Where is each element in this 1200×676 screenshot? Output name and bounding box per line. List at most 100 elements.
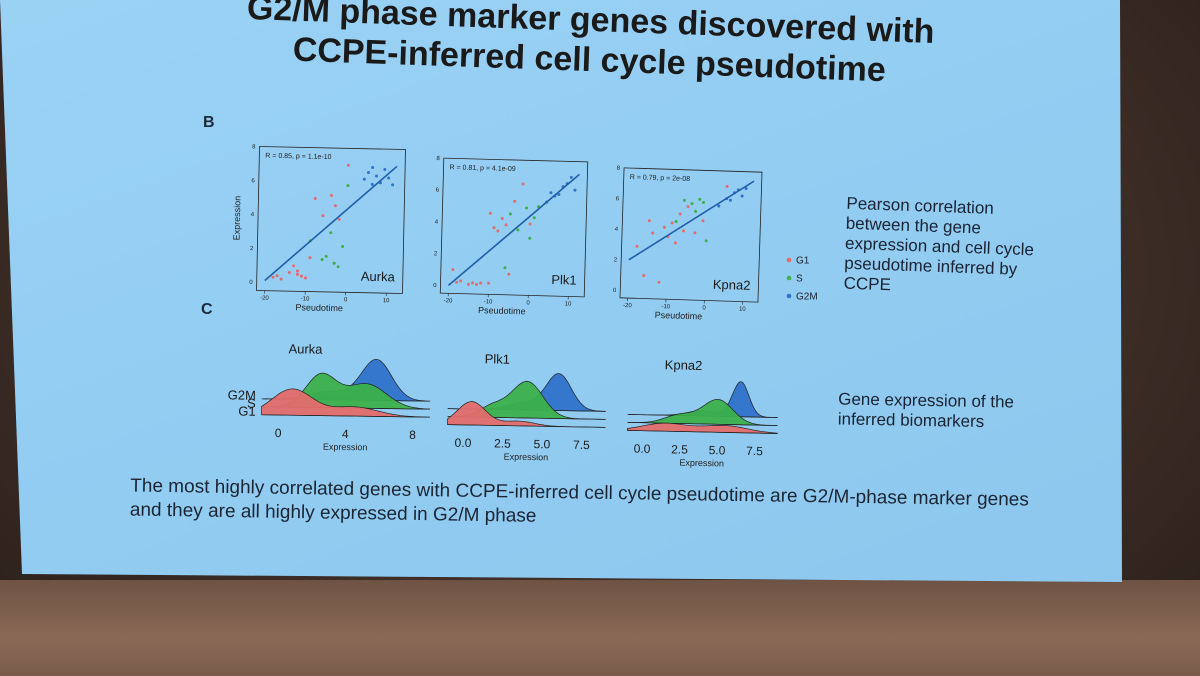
plot-frame [619, 167, 763, 303]
room-wall [0, 580, 1200, 676]
scatter-plot-aurka: -20 -10 0 10 0 2 4 6 8 Pseudotime Expression R = 0.… [232, 144, 406, 313]
y-tick-label: 6 [251, 178, 255, 184]
scatter-point-g1 [507, 272, 511, 276]
scatter-point-g2m [387, 176, 391, 180]
scatter-point-g1 [295, 269, 299, 273]
y-tick-label: 0 [613, 288, 617, 294]
scatter-point-g1 [496, 229, 500, 233]
x-tick-label: 0 [702, 305, 706, 311]
scatter-point-g1 [479, 281, 483, 285]
scatter-point-s [332, 261, 336, 265]
panel-c-letter: C [201, 301, 213, 318]
scatter-point-g1 [287, 271, 291, 275]
x-tick-label: 2.5 [671, 442, 688, 456]
ridge-baseline [447, 424, 606, 428]
scatter-point-g1 [651, 231, 655, 235]
y-tick-label: 2 [250, 246, 254, 252]
scatter-point-g1 [313, 196, 317, 200]
scatter-point-g1 [346, 163, 350, 167]
scatter-point-s [528, 236, 532, 240]
x-tick-label: 0.0 [455, 436, 472, 450]
scatter-point-g2m [557, 193, 561, 197]
scatter-point-g2m [740, 194, 744, 198]
scatter-point-g1 [521, 182, 525, 186]
scatter-point-s [320, 258, 324, 262]
x-axis-label: Pseudotime [478, 305, 526, 316]
scatter-point-g2m [391, 183, 395, 187]
scatter-point-g1 [725, 184, 729, 188]
scatter-point-g1 [487, 281, 491, 285]
scatter-point-g1 [670, 221, 674, 225]
density-ridge-g1 [261, 388, 430, 418]
scatter-point-g1 [681, 229, 685, 233]
legend-swatch-s [786, 275, 792, 281]
scatter-point-g1 [466, 282, 470, 286]
row-label: G1 [238, 403, 256, 418]
gene-label: Plk1 [551, 272, 577, 288]
x-axis-label: Pseudotime [655, 310, 703, 321]
y-tick-label: 4 [615, 227, 619, 233]
scatter-point-g1 [459, 279, 463, 283]
y-tick-label: 6 [436, 188, 440, 194]
correlation-annotation: R = 0.85, p = 1.1e-10 [265, 153, 331, 161]
x-axis-label: Pseudotime [295, 302, 343, 313]
scatter-point-g1 [513, 199, 517, 203]
density-ridge-s [627, 399, 778, 426]
scatter-point-g1 [474, 283, 478, 287]
scatter-point-s [324, 254, 328, 258]
scatter-point-g2m [383, 167, 387, 171]
scatter-point-g1 [275, 274, 279, 278]
scatter-plot-kpna2: -20 -10 0 10 0 2 4 6 8 Pseudotime R = 0.79, p = 2e… [613, 166, 763, 321]
scatter-point-g1 [308, 256, 312, 260]
scatter-point-g2m [744, 187, 748, 191]
scatter-point-g1 [488, 211, 492, 215]
regression-line [447, 173, 580, 286]
correlation-annotation: R = 0.81, p = 4.1e-09 [449, 164, 515, 173]
y-tick-label: 6 [616, 196, 620, 202]
x-tick-label: 8 [409, 428, 416, 442]
ridge-baseline [261, 414, 430, 418]
scatter-point-g2m [573, 188, 577, 192]
y-tick-label: 0 [433, 283, 437, 289]
x-tick-label: 10 [739, 307, 747, 313]
x-tick-label: -10 [301, 296, 310, 302]
x-tick-label: 10 [383, 298, 390, 304]
x-axis-label: Expression [504, 452, 549, 463]
scatter-point-s [341, 245, 345, 249]
scatter-point-g1 [295, 272, 299, 276]
scatter-point-g1 [292, 264, 296, 268]
scatter-point-s [525, 206, 529, 210]
y-tick-label: 4 [251, 212, 255, 218]
scatter-point-g1 [642, 274, 646, 278]
x-tick-label: 0.0 [634, 442, 651, 456]
scatter-point-s [682, 198, 686, 202]
scatter-point-s [503, 266, 507, 270]
scatter-point-g1 [528, 222, 532, 226]
scatter-point-g2m [370, 182, 374, 186]
x-tick-label: -20 [623, 303, 633, 309]
row-label: S [247, 396, 256, 411]
scatter-point-s [516, 228, 520, 232]
scatter-point-s [329, 231, 333, 235]
x-tick-label: -20 [260, 296, 269, 302]
y-tick-label: 2 [434, 251, 438, 257]
scatter-point-s [698, 197, 702, 201]
y-tick-label: 2 [614, 257, 618, 263]
scatter-point-g2m [549, 191, 553, 195]
plot-frame [256, 146, 406, 294]
scatter-point-g2m [569, 175, 573, 179]
scatter-point-g1 [451, 268, 455, 272]
scatter-point-g1 [673, 241, 677, 245]
scatter-point-g1 [321, 214, 325, 218]
scatter-point-s [508, 212, 512, 216]
scatter-point-g1 [500, 216, 504, 220]
y-axis-label: Expression [232, 196, 243, 241]
scatter-point-g1 [271, 275, 275, 279]
scatter-point-g1 [333, 204, 337, 208]
scatter-point-s [690, 202, 694, 206]
y-tick-label: 8 [252, 144, 256, 150]
scatter-point-s [346, 184, 350, 188]
x-tick-label: 7.5 [573, 438, 590, 452]
scatter-point-g1 [279, 277, 283, 281]
